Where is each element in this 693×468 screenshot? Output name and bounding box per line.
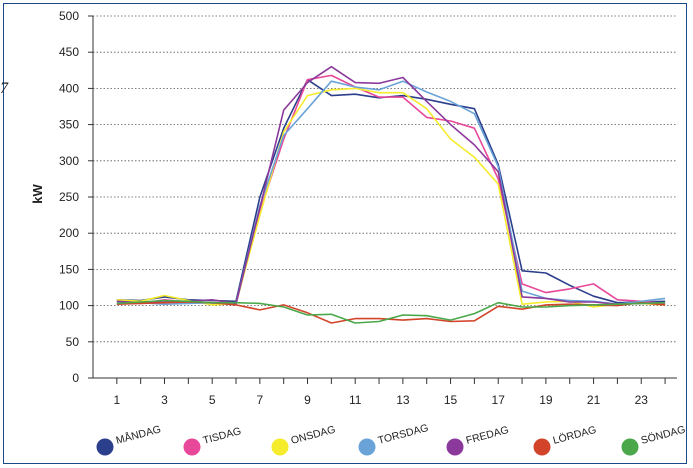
x-tick-label: 17 xyxy=(492,393,506,407)
y-tick-label: 250 xyxy=(59,190,79,204)
x-tick-label: 3 xyxy=(161,393,168,407)
y-tick-label: 450 xyxy=(59,45,79,59)
legend-label: TORSDAG xyxy=(377,422,430,447)
legend-marker xyxy=(533,438,551,456)
series-lines xyxy=(116,65,666,324)
x-tick-label: 15 xyxy=(444,393,458,407)
series-line-7 xyxy=(116,299,666,324)
y-tick-label: 300 xyxy=(59,154,79,168)
chart-frame: 0 50 100 150 200 250 300 350 400 450 500 1 3 5 7 9 11 13 1… xyxy=(3,3,687,464)
grid-lines xyxy=(93,15,677,343)
x-tick-label: 13 xyxy=(396,393,410,407)
y-tick-label: 0 xyxy=(72,371,79,385)
legend-label: LÖRDAG xyxy=(552,424,598,447)
legend-label: MÅNDAG xyxy=(114,422,162,446)
legend-marker xyxy=(96,438,114,456)
x-tick-label: 21 xyxy=(587,393,601,407)
legend-marker xyxy=(183,438,201,456)
x-tick-label: 19 xyxy=(539,393,553,407)
legend-label: SÖNDAG xyxy=(640,424,687,447)
legend-marker xyxy=(271,438,289,456)
series-line-4 xyxy=(116,80,666,306)
series-line-2 xyxy=(116,74,666,306)
y-tick-label: 150 xyxy=(59,262,79,276)
y-tick-label: 400 xyxy=(59,81,79,95)
y-tick-label: 500 xyxy=(59,9,79,23)
y-tick-label: 200 xyxy=(59,226,79,240)
legend-marker xyxy=(621,438,639,456)
x-tick-label: 5 xyxy=(209,393,216,407)
x-tick-label: 11 xyxy=(349,393,362,407)
x-tick-label: 23 xyxy=(635,393,649,407)
series-line-3 xyxy=(116,87,666,308)
legend-label: FREDAG xyxy=(465,424,510,447)
y-axis-label: kW xyxy=(30,184,45,204)
legend-label: ONSDAG xyxy=(290,424,337,447)
x-tick-label: 9 xyxy=(304,393,311,407)
legend-label: TISDAG xyxy=(202,425,243,447)
y-tick-label: 50 xyxy=(66,335,80,349)
edge-glyph: 7 xyxy=(0,80,8,97)
y-tick-label: 100 xyxy=(59,299,79,313)
x-tick-label: 1 xyxy=(113,393,120,407)
x-tick-label: 7 xyxy=(257,393,264,407)
y-tick-label: 350 xyxy=(59,118,79,132)
legend-marker xyxy=(358,438,376,456)
series-line-5 xyxy=(116,65,666,306)
legend: MÅNDAG TISDAG ONSDAG TORSDAG FREDAG LÖRDAG SÖN… xyxy=(96,422,687,456)
legend-marker xyxy=(446,438,464,456)
